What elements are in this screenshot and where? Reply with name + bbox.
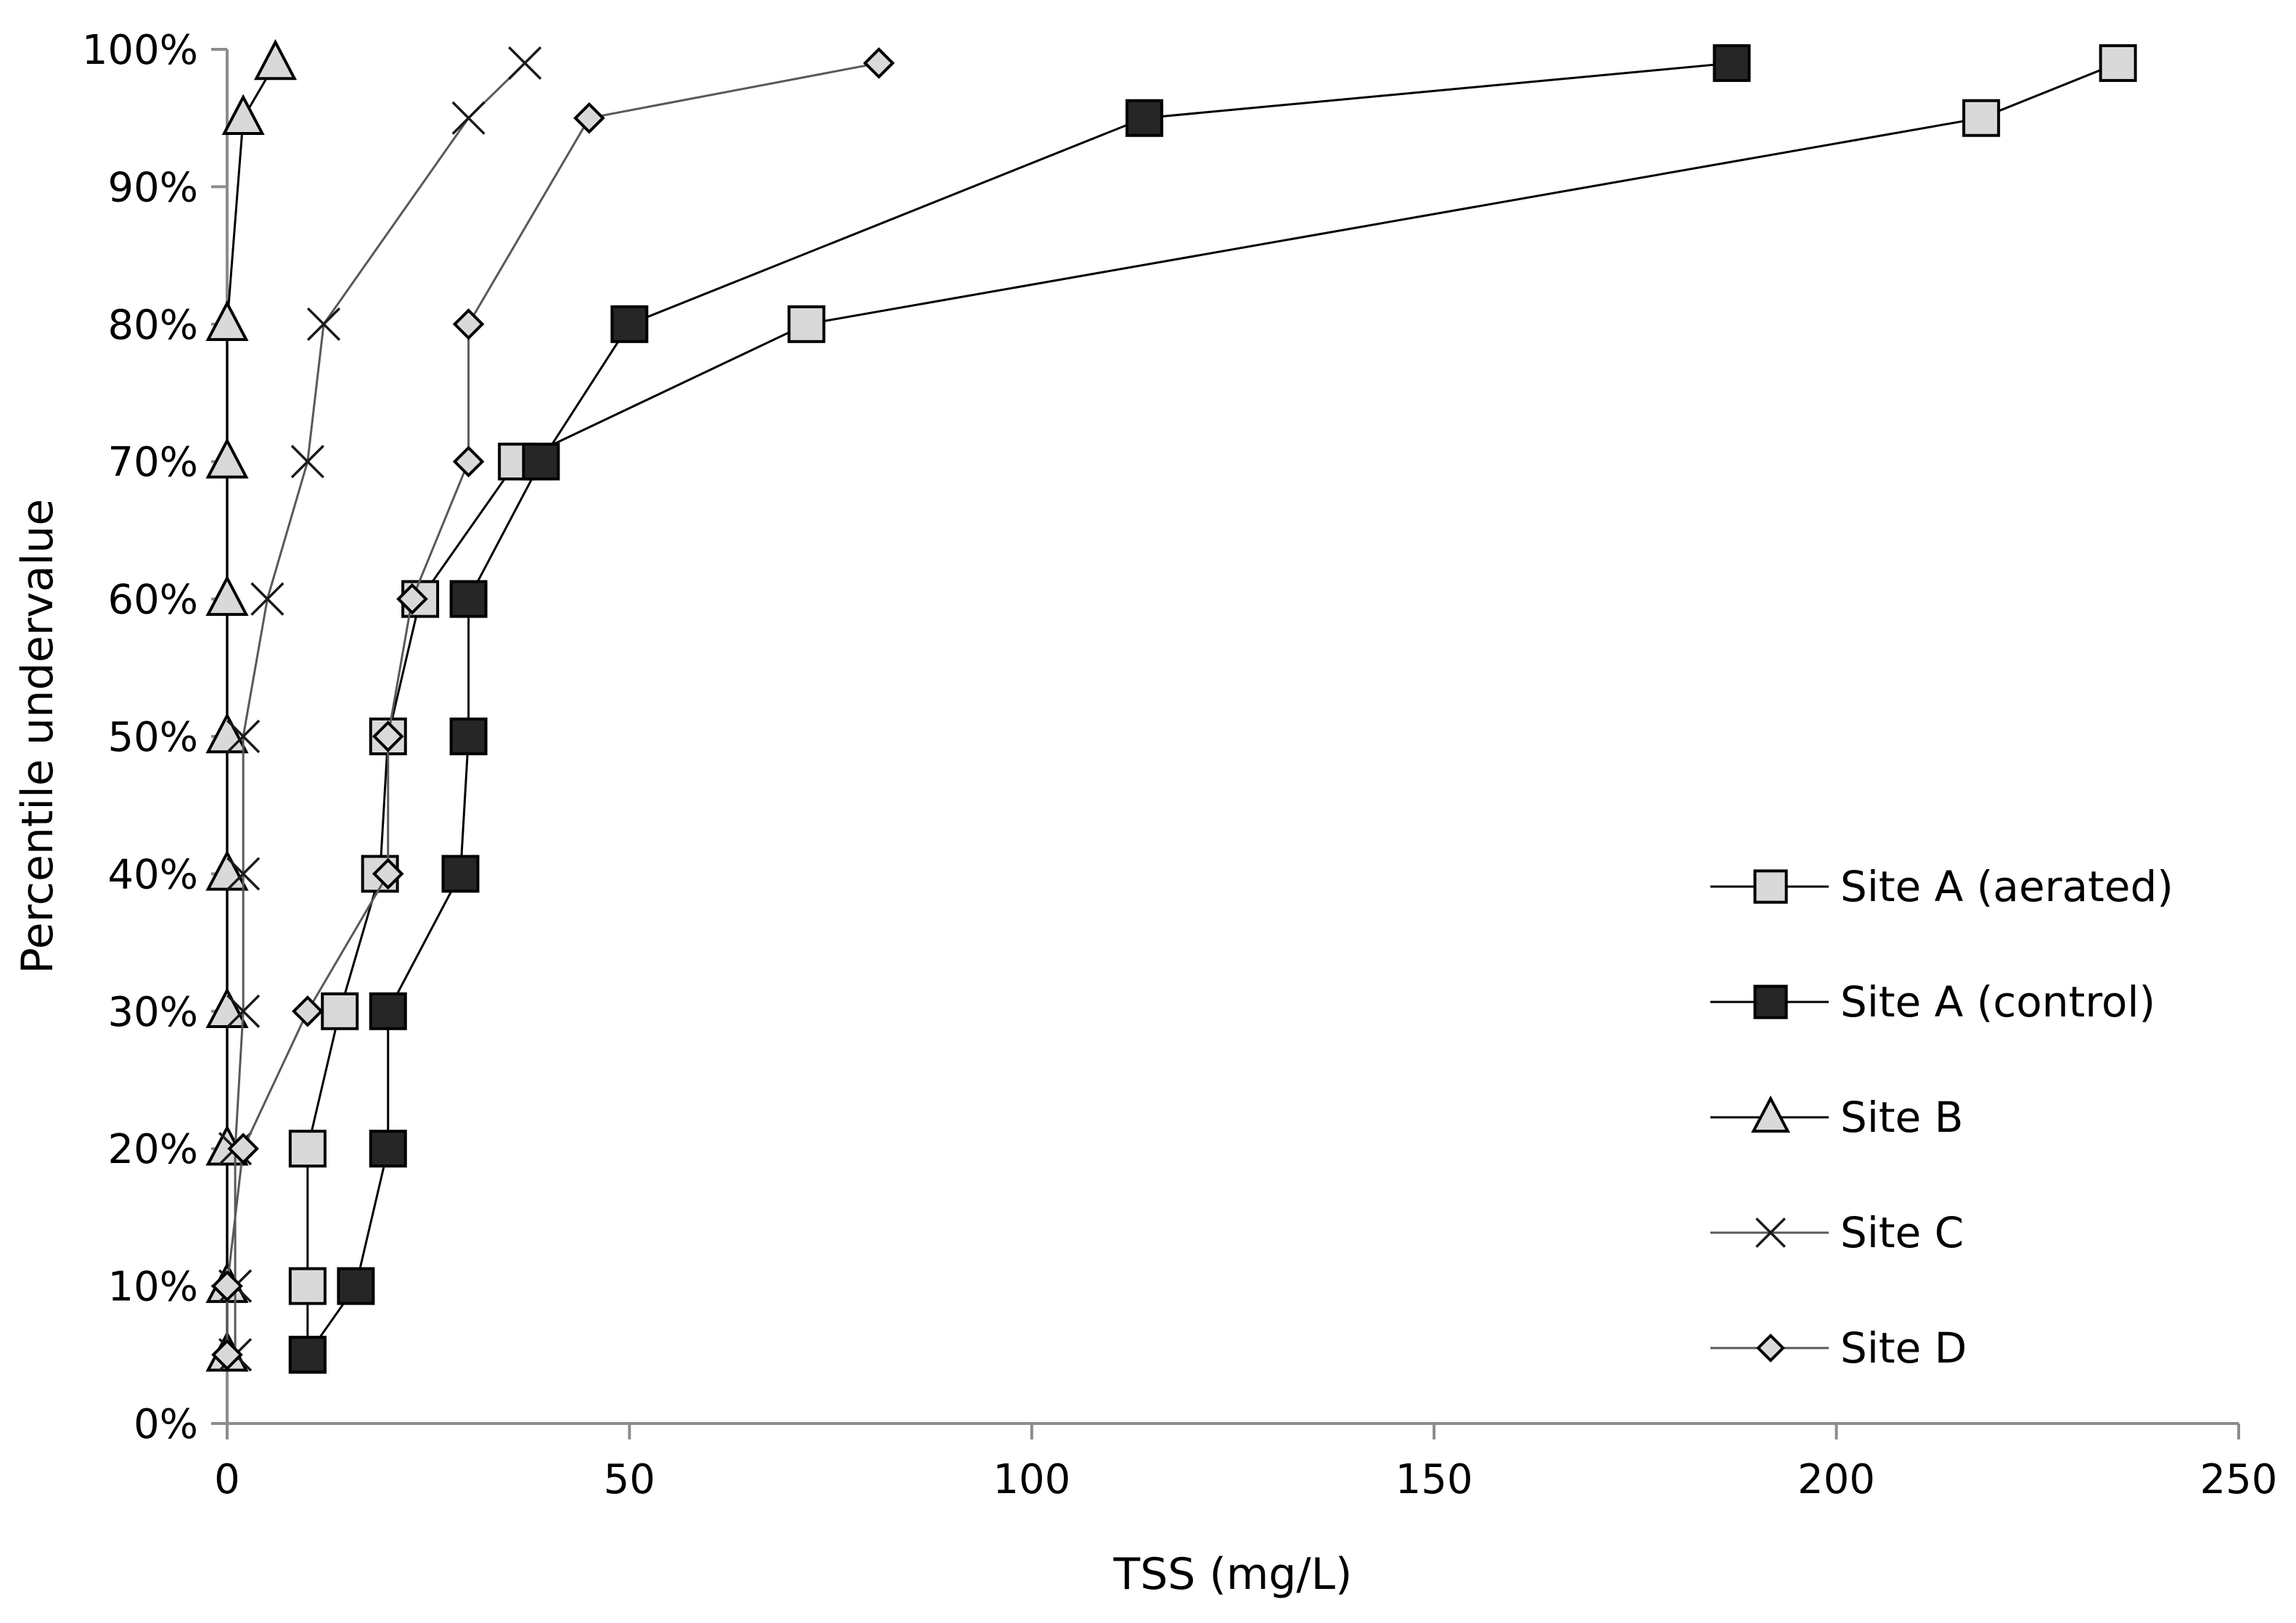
legend-marker [1756, 1334, 1785, 1363]
data-point [227, 1133, 260, 1165]
data-point [292, 995, 324, 1027]
data-point [288, 1267, 327, 1305]
legend-item: Site B [1710, 1093, 1964, 1142]
legend-label: Site D [1840, 1323, 1967, 1373]
x-axis-title: TSS (mg/L) [1113, 1549, 1353, 1600]
legend-marker [1751, 1095, 1790, 1133]
data-point [863, 47, 895, 79]
x-tick-label: 250 [2200, 1456, 2278, 1503]
data-point [211, 1339, 243, 1371]
data-point [321, 992, 359, 1030]
data-point [372, 858, 404, 890]
x-marker-stroke [1755, 1217, 1786, 1248]
data-point [1962, 99, 2001, 137]
data-point [1126, 99, 1164, 137]
data-point [452, 308, 485, 340]
data-point [226, 994, 261, 1028]
data-point [288, 1130, 327, 1168]
y-tick-label: 10% [108, 1264, 198, 1311]
data-point [211, 1270, 243, 1302]
y-tick-label: 0% [134, 1401, 198, 1448]
legend-label: Site A (control) [1840, 977, 2155, 1027]
y-axis-title: Percentile undervalue [12, 499, 63, 974]
data-point [449, 580, 488, 618]
y-tick-label: 70% [108, 439, 198, 486]
data-point [205, 437, 249, 479]
x-marker-stroke [250, 582, 284, 616]
y-ticks: 0% 10% 20% 30% 40% 50% 60% 70% 80% 90% 100% [82, 27, 227, 1448]
y-tick-label: 40% [108, 851, 198, 898]
series-site-a-aerated [288, 44, 2137, 1374]
legend-marker [1755, 1217, 1786, 1248]
data-point [306, 307, 341, 341]
legend-label: Site A (aerated) [1840, 862, 2173, 911]
legend-item: Site C [1710, 1208, 1964, 1257]
legend-item: Site A (control) [1710, 977, 2155, 1027]
x-tick-label: 0 [214, 1456, 240, 1503]
data-point [522, 443, 560, 481]
data-point [449, 718, 488, 755]
series-site-b [205, 38, 298, 1372]
data-point [441, 855, 480, 893]
x-tick-label: 150 [1395, 1456, 1473, 1503]
data-point [369, 1130, 407, 1168]
data-point [288, 1336, 327, 1374]
data-point [250, 582, 284, 616]
data-point [787, 305, 826, 343]
y-tick-label: 30% [108, 989, 198, 1036]
x-marker-stroke [508, 46, 542, 81]
x-tick-label: 100 [993, 1456, 1070, 1503]
legend-marker [1753, 869, 1788, 904]
data-point [2099, 44, 2137, 82]
x-marker-stroke [451, 101, 485, 135]
x-marker-stroke [290, 445, 324, 479]
series-site-a-control [288, 44, 1751, 1374]
series-line [306, 62, 2119, 1355]
x-marker-stroke [226, 719, 261, 754]
y-tick-label: 20% [108, 1126, 198, 1173]
data-point [226, 719, 261, 754]
legend-item: Site A (aerated) [1710, 862, 2173, 911]
data-point [226, 857, 261, 891]
data-point [221, 94, 265, 135]
legend: Site A (aerated) Site A (control) Site B Si… [1710, 862, 2173, 1373]
legend-label: Site B [1840, 1093, 1964, 1142]
data-point [369, 992, 407, 1030]
legend-label: Site C [1840, 1208, 1964, 1257]
y-tick-label: 90% [108, 164, 198, 211]
data-point [337, 1267, 375, 1305]
data-point [205, 300, 249, 342]
data-point [610, 305, 649, 343]
series-site-c [218, 46, 542, 1372]
y-tick-label: 60% [108, 577, 198, 624]
legend-item: Site D [1710, 1323, 1967, 1373]
data-point [253, 38, 298, 81]
y-tick-label: 50% [108, 714, 198, 761]
y-tick-label: 100% [82, 27, 198, 74]
x-tick-label: 200 [1797, 1456, 1875, 1503]
data-point [451, 101, 485, 135]
x-marker-stroke [226, 857, 261, 891]
series-layer [205, 38, 2137, 1374]
data-point [508, 46, 542, 81]
series-line [306, 62, 1732, 1356]
plot-area: 0% 10% 20% 30% 40% 50% 60% 70% 80% 90% 100% 0 50 100… [82, 27, 2278, 1503]
data-point [1713, 44, 1751, 82]
x-marker-stroke [226, 994, 261, 1028]
x-ticks: 0 50 100 150 200 250 [214, 1423, 2277, 1503]
legend-marker [1753, 985, 1788, 1019]
data-point [290, 445, 324, 479]
data-point [452, 445, 485, 478]
data-point [396, 583, 428, 615]
x-marker-stroke [306, 307, 341, 341]
x-tick-label: 50 [604, 1456, 655, 1503]
data-point [573, 102, 605, 134]
y-tick-label: 80% [108, 302, 198, 349]
data-point [372, 720, 404, 752]
series-site-d [211, 47, 895, 1371]
data-point [205, 575, 249, 616]
